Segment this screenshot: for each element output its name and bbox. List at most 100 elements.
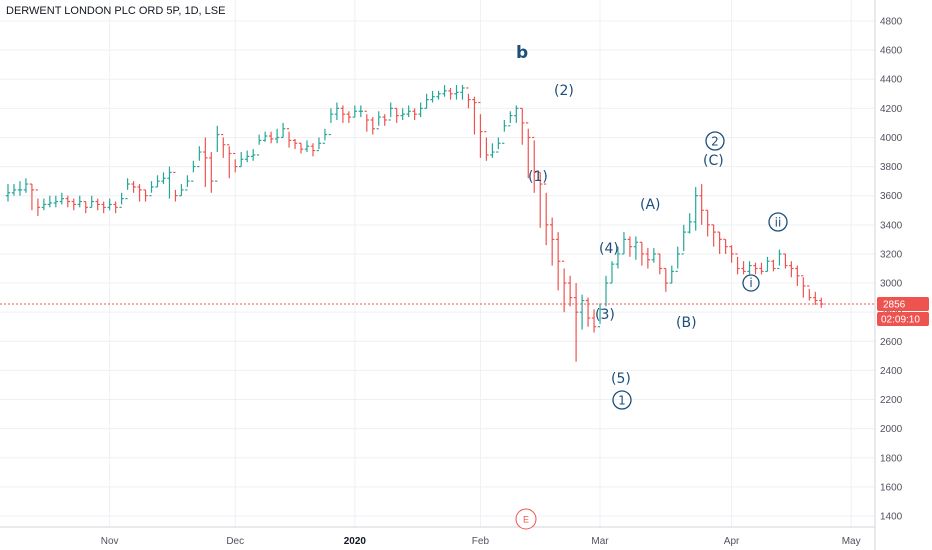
ohlc-bar xyxy=(807,285,812,301)
ohlc-bar xyxy=(418,102,423,118)
chart-title: DERWENT LONDON PLC ORD 5P, 1D, LSE xyxy=(6,5,225,17)
x-tick-label: Apr xyxy=(724,536,740,547)
ohlc-bar xyxy=(729,245,734,263)
ohlc-bar xyxy=(609,261,615,284)
ohlc-bar xyxy=(442,85,447,97)
ohlc-bar xyxy=(663,267,668,292)
last-price-label: 2856 02:09:10 xyxy=(877,297,929,327)
ohlc-bar xyxy=(77,195,82,208)
ohlc-bar xyxy=(155,175,160,188)
ohlc-bar xyxy=(777,249,782,270)
ohlc-bar xyxy=(532,136,537,193)
ohlc-bar xyxy=(448,87,453,100)
ohlc-bar xyxy=(137,184,142,202)
wave-label-c: (C) xyxy=(703,153,724,169)
ohlc-bar xyxy=(370,117,375,135)
ohlc-bar xyxy=(502,120,507,144)
x-tick-label: Feb xyxy=(472,536,490,547)
ohlc-bar xyxy=(71,198,76,211)
ohlc-bar xyxy=(454,85,459,100)
ohlc-bar xyxy=(735,253,740,275)
wave-circled-i: i xyxy=(749,276,752,290)
ohlc-bar xyxy=(340,105,346,123)
ohlc-bar xyxy=(759,262,764,275)
ohlc-bar xyxy=(131,181,136,193)
ohlc-bar xyxy=(316,137,322,152)
ohlc-bar xyxy=(771,259,776,272)
ohlc-bar xyxy=(765,256,770,273)
countdown-timer: 02:09:10 xyxy=(881,315,920,326)
y-tick-label: 2000 xyxy=(880,424,903,435)
ohlc-bar xyxy=(179,184,184,197)
price-axis[interactable]: 1400160018002000220024002600280030003200… xyxy=(880,17,903,523)
ohlc-bar xyxy=(436,90,441,100)
ohlc-bar xyxy=(490,143,495,158)
wave-label-1: (1) xyxy=(528,169,548,185)
ohlc-bar xyxy=(364,110,369,132)
ohlc-bar xyxy=(567,275,573,307)
y-tick-label: 2400 xyxy=(880,366,903,377)
ohlc-bar xyxy=(717,231,722,254)
ohlc-bar xyxy=(801,275,806,298)
ohlc-bar xyxy=(143,189,148,202)
ohlc-bar xyxy=(382,114,387,126)
ohlc-bar xyxy=(83,200,88,214)
ohlc-bar xyxy=(633,236,639,260)
ohlc-bar xyxy=(203,137,208,187)
ohlc-bar xyxy=(508,111,513,127)
ohlc-bar xyxy=(591,309,597,333)
y-tick-label: 1400 xyxy=(880,512,903,523)
ohlc-bar xyxy=(651,248,657,263)
ohlc-bars xyxy=(5,85,824,362)
ohlc-bar xyxy=(669,265,674,284)
wave-circle-2 xyxy=(705,131,725,151)
ohlc-bar xyxy=(573,283,579,362)
ohlc-bar xyxy=(496,137,501,153)
ohlc-bar xyxy=(250,149,256,161)
ohlc-bar xyxy=(215,125,220,182)
x-tick-label: May xyxy=(842,536,861,547)
y-tick-label: 1600 xyxy=(880,482,903,493)
ohlc-bar xyxy=(197,146,202,168)
wave-label-a: (A) xyxy=(640,197,661,213)
wave-label-4: (4) xyxy=(599,241,619,257)
wave-label-3: (3) xyxy=(595,307,615,323)
ohlc-bar xyxy=(346,111,352,123)
ohlc-bar xyxy=(334,102,340,120)
ohlc-bar xyxy=(813,291,818,305)
x-tick-label: Dec xyxy=(226,536,244,547)
ohlc-bar xyxy=(274,128,280,144)
ohlc-bar xyxy=(161,172,166,185)
ohlc-bar xyxy=(741,261,746,275)
y-tick-label: 3800 xyxy=(880,162,903,173)
ohlc-bar xyxy=(221,133,226,158)
ohlc-bar xyxy=(5,184,11,202)
event-marker[interactable]: E xyxy=(515,508,537,530)
ohlc-bar xyxy=(65,195,70,208)
ohlc-bar xyxy=(107,198,112,211)
ohlc-bar xyxy=(233,152,238,173)
ohlc-bar xyxy=(579,294,585,330)
wave-circled-1: 1 xyxy=(618,394,626,408)
ohlc-bar xyxy=(675,246,680,273)
ohlc-bar xyxy=(514,105,519,123)
ohlc-bar xyxy=(699,184,704,225)
time-axis[interactable]: Nov Dec 2020 Feb Mar Apr May xyxy=(101,536,861,547)
y-tick-label: 2200 xyxy=(880,395,903,406)
ohlc-bar xyxy=(388,102,393,121)
ohlc-bar xyxy=(430,90,435,103)
ohlc-bar xyxy=(209,152,214,193)
ohlc-bar xyxy=(555,232,561,291)
last-price-value: 2856 xyxy=(883,300,906,311)
wave-circle-1 xyxy=(612,390,632,410)
wave-label-2: (2) xyxy=(554,83,574,99)
wave-circled-ii: ii xyxy=(775,216,782,230)
ohlc-bar xyxy=(466,87,471,109)
ohlc-bar xyxy=(41,198,47,211)
x-tick-label: Mar xyxy=(591,536,609,547)
ohlc-bar xyxy=(286,128,292,148)
y-tick-label: 4600 xyxy=(880,46,903,57)
wave-circle-i xyxy=(742,274,760,292)
ohlc-bar xyxy=(29,183,35,211)
